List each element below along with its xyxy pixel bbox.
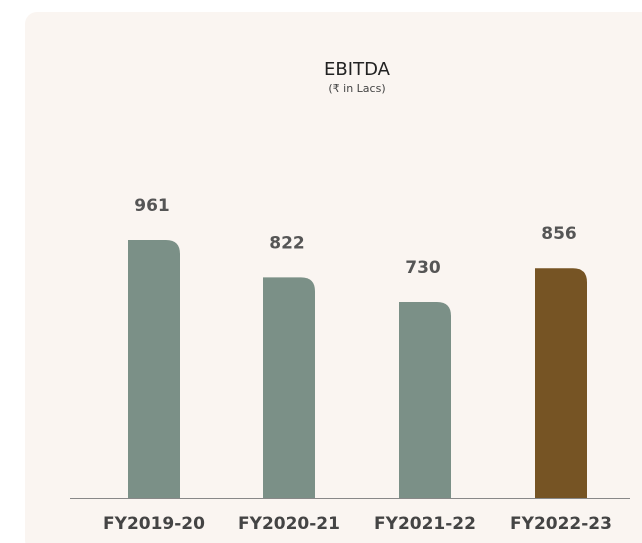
value-label: 961 bbox=[134, 196, 170, 216]
bar bbox=[263, 277, 315, 498]
chart-subtitle: (₹ in Lacs) bbox=[328, 82, 385, 95]
value-label: 730 bbox=[405, 258, 441, 278]
value-label: 856 bbox=[541, 224, 577, 244]
x-tick-label: FY2021-22 bbox=[374, 514, 476, 534]
bar bbox=[399, 302, 451, 498]
x-tick-label: FY2022-23 bbox=[510, 514, 612, 534]
chart-title: EBITDA bbox=[324, 59, 391, 80]
value-label: 822 bbox=[269, 233, 305, 253]
bar bbox=[128, 240, 180, 498]
x-tick-label: FY2020-21 bbox=[238, 514, 340, 534]
x-tick-label: FY2019-20 bbox=[103, 514, 205, 534]
bar bbox=[535, 268, 587, 498]
